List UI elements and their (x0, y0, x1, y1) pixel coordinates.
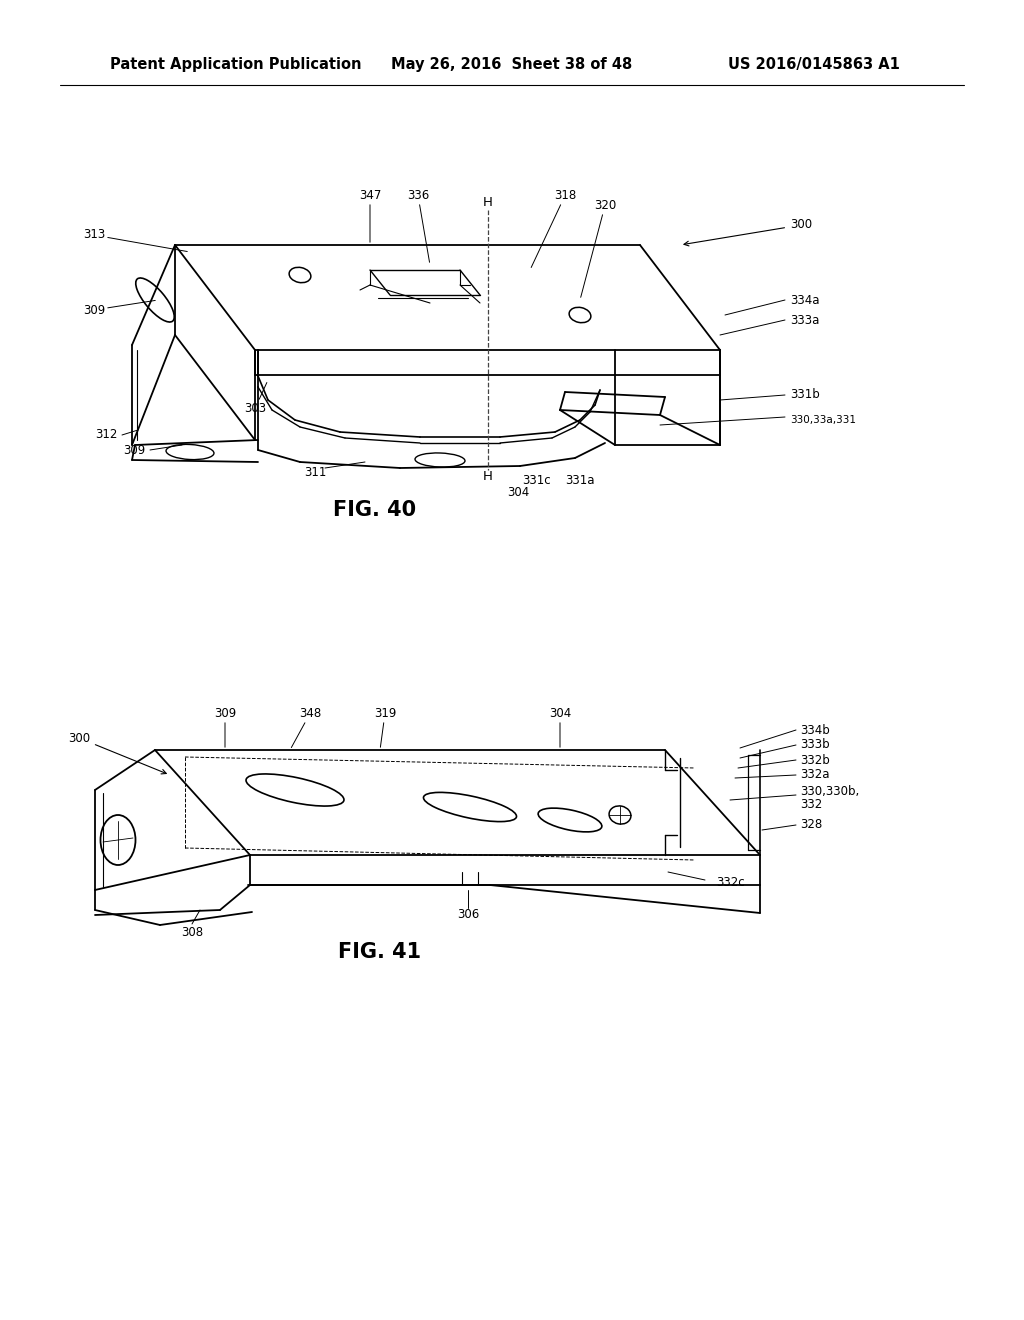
Text: FIG. 40: FIG. 40 (334, 500, 417, 520)
Text: H: H (483, 470, 493, 483)
Text: 304: 304 (549, 708, 571, 747)
Text: H: H (483, 195, 493, 209)
Text: 308: 308 (181, 925, 203, 939)
Text: 347: 347 (358, 189, 381, 243)
Text: 330,330b,: 330,330b, (800, 785, 859, 799)
Text: 313: 313 (83, 228, 187, 252)
Text: 300: 300 (68, 731, 166, 774)
Text: 312: 312 (95, 429, 118, 441)
Text: 332a: 332a (800, 768, 829, 781)
Text: 319: 319 (374, 708, 396, 747)
Text: 331c: 331c (521, 474, 550, 487)
Text: 331a: 331a (565, 474, 595, 487)
Text: 333b: 333b (800, 738, 829, 751)
Text: May 26, 2016  Sheet 38 of 48: May 26, 2016 Sheet 38 of 48 (391, 58, 633, 73)
Text: 332c: 332c (716, 876, 744, 890)
Text: 300: 300 (684, 219, 812, 246)
Text: Patent Application Publication: Patent Application Publication (110, 58, 361, 73)
Text: 309: 309 (214, 708, 237, 747)
Text: 320: 320 (581, 199, 616, 297)
Text: 331b: 331b (790, 388, 820, 401)
Text: 333a: 333a (790, 314, 819, 326)
Text: 348: 348 (292, 708, 322, 747)
Text: US 2016/0145863 A1: US 2016/0145863 A1 (728, 58, 900, 73)
Text: 303: 303 (244, 383, 267, 414)
Text: 309: 309 (83, 301, 156, 317)
Text: 330,33a,331: 330,33a,331 (790, 414, 856, 425)
Text: 311: 311 (304, 466, 327, 479)
Text: 332: 332 (800, 799, 822, 812)
Text: 332b: 332b (800, 754, 829, 767)
Text: 328: 328 (800, 818, 822, 832)
Text: 304: 304 (507, 487, 529, 499)
Text: 306: 306 (457, 908, 479, 921)
Text: 336: 336 (407, 189, 429, 263)
Text: 334b: 334b (800, 723, 829, 737)
Text: 334a: 334a (790, 293, 819, 306)
Text: 309: 309 (123, 444, 145, 457)
Text: 318: 318 (531, 189, 577, 268)
Text: FIG. 41: FIG. 41 (339, 942, 422, 962)
